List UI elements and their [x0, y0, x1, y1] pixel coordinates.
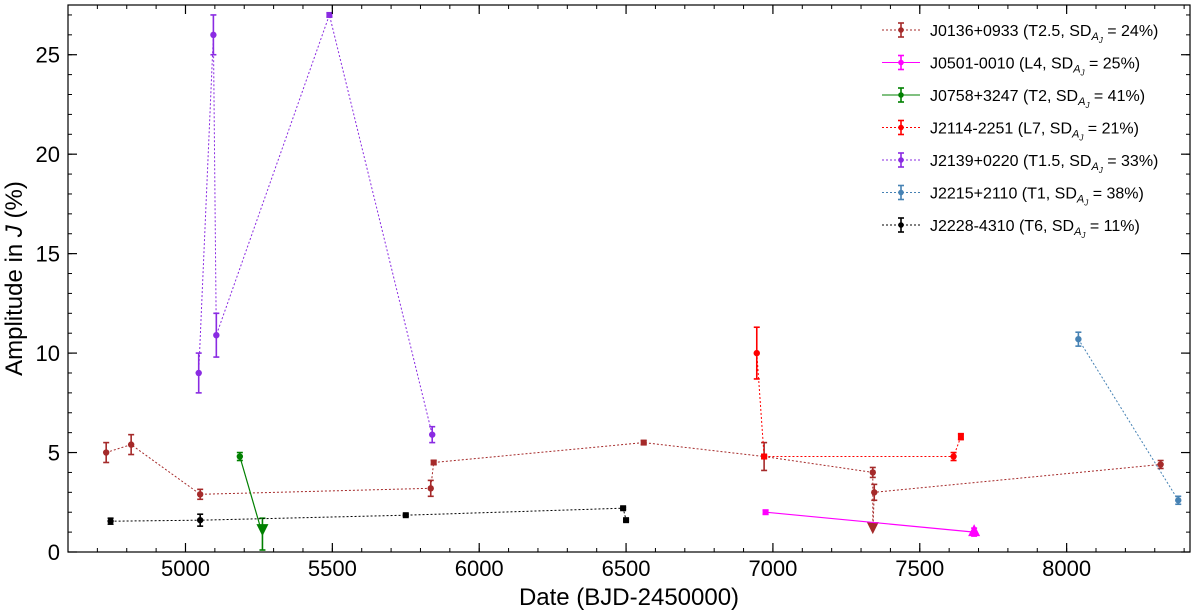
y-axis-title: Amplitude in J (%)	[1, 181, 28, 376]
data-point	[623, 517, 630, 524]
x-tick-label: 6500	[602, 556, 651, 581]
data-point	[753, 349, 760, 357]
data-point	[871, 489, 878, 496]
series-j2114-2251	[753, 326, 964, 462]
legend-label: J2215+2110 (T1, SDAJ = 38%)	[930, 186, 1144, 208]
legend-marker	[898, 222, 904, 228]
data-point	[957, 433, 964, 440]
data-point	[213, 331, 220, 339]
data-point	[640, 439, 647, 446]
legend-entry: J2139+0220 (T1.5, SDAJ = 33%)	[882, 152, 1158, 175]
series-j0758+3247	[236, 451, 269, 551]
legend-marker	[898, 189, 904, 196]
legend-label: J2139+0220 (T1.5, SDAJ = 33%)	[930, 153, 1158, 175]
series-j2139+0220	[195, 11, 436, 444]
data-point	[196, 491, 204, 498]
legend-entry: J0501-0010 (L4, SDAJ = 25%)	[882, 54, 1140, 78]
series-j0136+0933	[102, 433, 1164, 535]
data-point	[866, 522, 879, 535]
plot-frame	[67, 4, 1191, 553]
data-point	[869, 469, 876, 476]
legend-label: J0758+3247 (T2, SDAJ = 41%)	[930, 88, 1145, 110]
data-point	[950, 453, 957, 460]
legend-marker	[898, 124, 904, 131]
data-point	[236, 453, 244, 460]
legend-entry: J2215+2110 (T1, SDAJ = 38%)	[882, 184, 1144, 208]
legend-marker	[898, 157, 904, 163]
data-point	[762, 509, 769, 516]
data-point	[107, 517, 114, 525]
y-tick-label: 10	[36, 341, 60, 366]
legend-entry: J0758+3247 (T2, SDAJ = 41%)	[882, 87, 1145, 110]
series-line	[110, 507, 627, 522]
x-tick-label: 5500	[308, 556, 357, 581]
y-tick-label: 25	[36, 43, 60, 68]
data-point	[195, 369, 202, 377]
x-tick-label: 7500	[895, 556, 944, 581]
legend-entry: J2228-4310 (T6, SDAJ = 11%)	[882, 217, 1140, 240]
axes: 5000 5500 6000 6500 7000 7500 8000 0 5 10 15 20 25	[36, 4, 1191, 581]
data-point	[761, 453, 768, 460]
data-point	[102, 449, 110, 456]
y-tick-label: 5	[48, 441, 60, 466]
x-tick-label: 7000	[748, 556, 797, 581]
series-j2228-4310	[107, 505, 630, 527]
series-line	[198, 13, 433, 435]
legend-label: J2228-4310 (T6, SDAJ = 11%)	[930, 218, 1140, 240]
data-point	[1175, 497, 1182, 504]
legend: J0136+0933 (T2.5, SDAJ = 24%) J0501-0010 …	[882, 22, 1158, 240]
x-axis-title: Date (BJD-2450000)	[519, 584, 739, 611]
data-point	[256, 524, 269, 537]
legend-label: J2114-2251 (L7, SDAJ = 21%)	[930, 121, 1139, 143]
series-j0501-0010	[762, 509, 981, 537]
data-point	[326, 11, 333, 18]
data-point	[196, 516, 204, 524]
data-point	[968, 524, 981, 537]
data-point	[210, 31, 217, 39]
legend-marker	[898, 59, 904, 66]
data-point	[427, 485, 434, 492]
legend-marker	[898, 27, 904, 33]
data-point	[429, 431, 436, 438]
y-tick-label: 0	[48, 540, 60, 565]
series-line	[765, 511, 975, 533]
series-line	[106, 442, 1161, 533]
series-line	[239, 456, 263, 535]
data-point	[127, 441, 135, 448]
series-line	[1077, 338, 1179, 501]
data-point	[1157, 461, 1164, 468]
y-tick-label: 20	[36, 142, 60, 167]
series-j2215+2110	[1075, 331, 1182, 506]
legend-entry: J2114-2251 (L7, SDAJ = 21%)	[882, 119, 1139, 143]
x-tick-label: 5000	[161, 556, 210, 581]
data-point	[430, 459, 437, 466]
legend-label: J0501-0010 (L4, SDAJ = 25%)	[930, 56, 1140, 78]
plot-area	[102, 11, 1182, 551]
legend-label: J0136+0933 (T2.5, SDAJ = 24%)	[930, 23, 1158, 45]
data-point	[402, 512, 409, 519]
legend-marker	[898, 92, 904, 98]
x-tick-label: 6000	[455, 556, 504, 581]
legend-entry: J0136+0933 (T2.5, SDAJ = 24%)	[882, 22, 1158, 45]
x-tick-label: 8000	[1042, 556, 1091, 581]
data-point	[1075, 335, 1082, 343]
y-tick-label: 15	[36, 242, 60, 267]
data-point	[620, 505, 627, 512]
